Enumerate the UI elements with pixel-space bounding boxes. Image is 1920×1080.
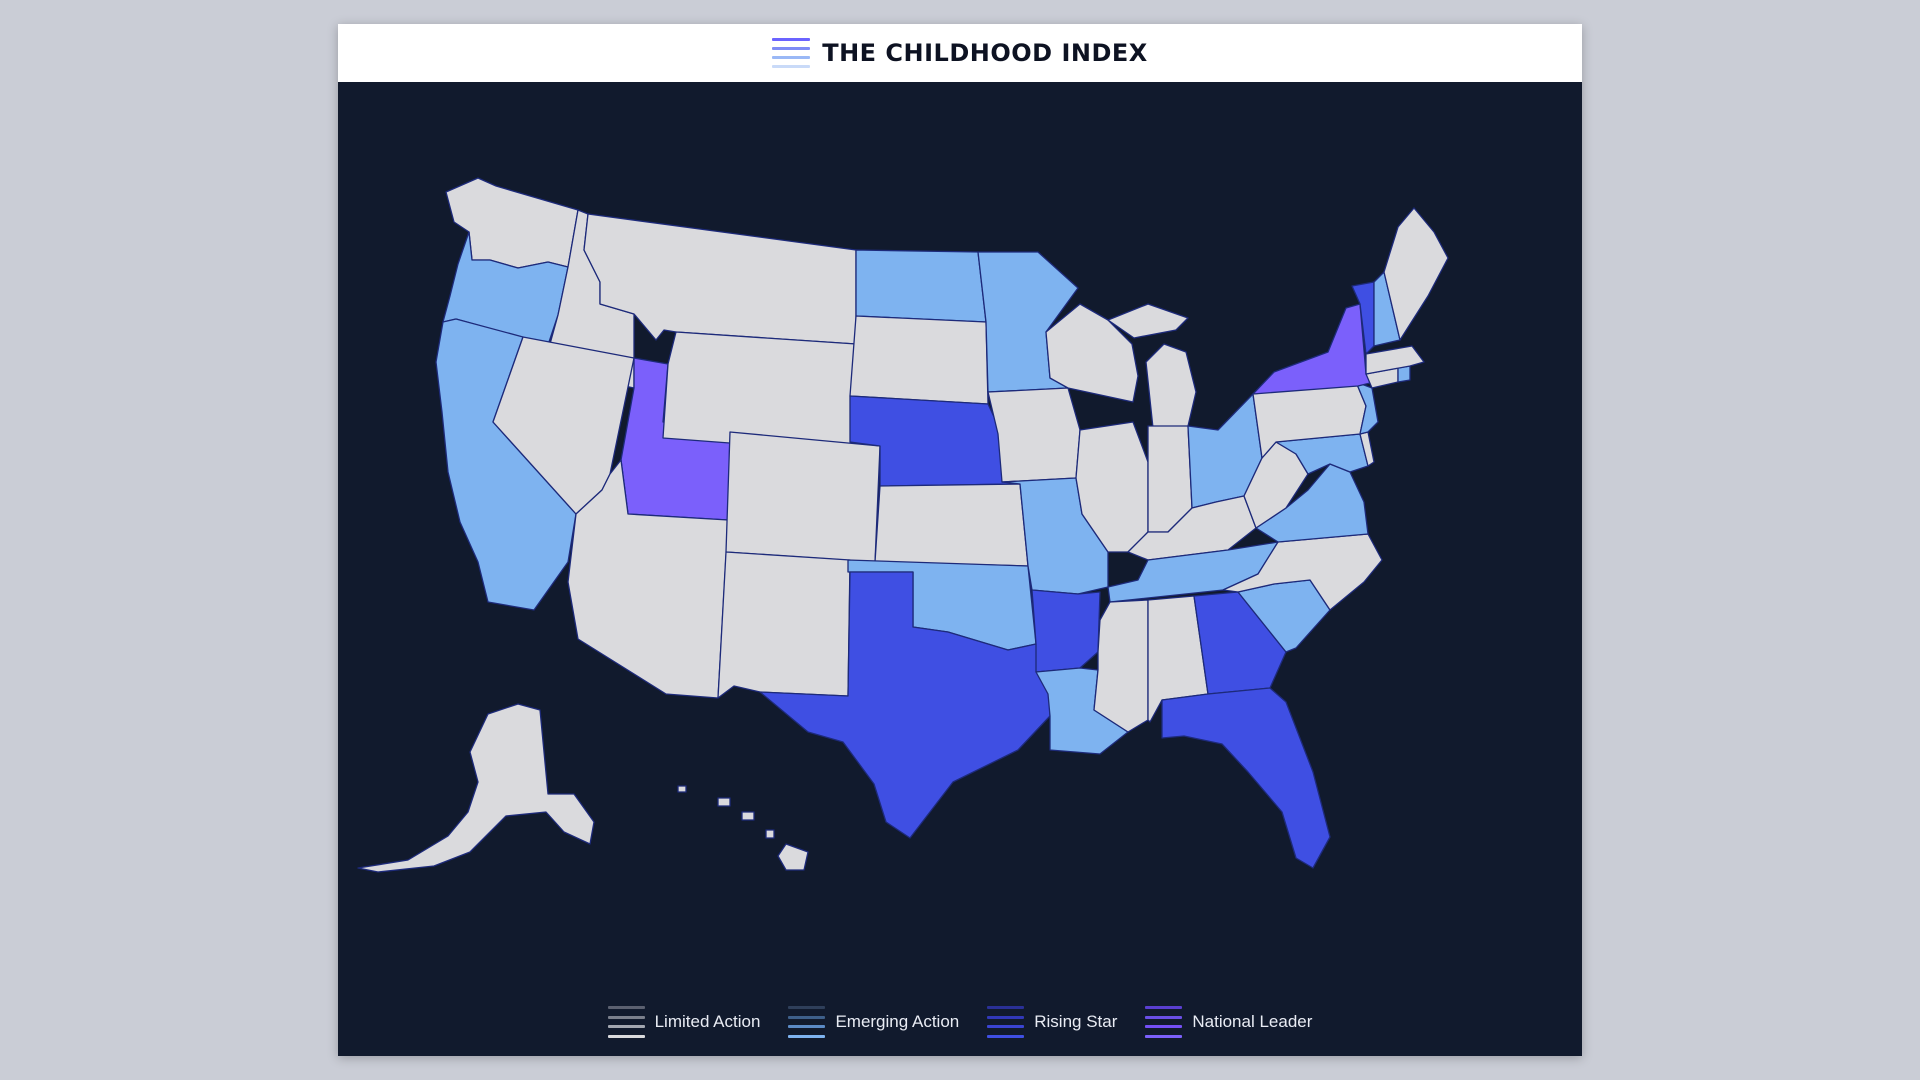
state-maine[interactable] [1383,207,1449,341]
legend-label: National Leader [1192,1012,1313,1031]
us-states-map [357,177,1449,873]
state-north-carolina[interactable] [1222,533,1383,611]
index-logo-icon [772,38,811,68]
state-florida[interactable] [1161,687,1331,869]
state-south-dakota[interactable] [849,315,989,405]
state-new-mexico[interactable] [717,551,851,699]
state-mississippi[interactable] [1093,599,1149,733]
swatch-stripe [1145,1034,1183,1038]
state-colorado[interactable] [725,431,881,563]
state-wyoming[interactable] [662,331,857,453]
swatch-stripe [1145,1025,1183,1029]
swatch-stripe [788,1025,826,1029]
logo-stripe [772,56,811,59]
state-new-york[interactable] [1252,303,1375,395]
state-georgia[interactable] [1193,591,1287,695]
legend-item-emerging-action[interactable]: Emerging Action [788,1006,959,1038]
swatch-stripe [1145,1015,1183,1019]
swatch-stripe [788,1015,826,1019]
state-texas[interactable] [759,571,1051,839]
state-alaska[interactable] [357,703,595,873]
logo-stripe [772,38,811,41]
swatch-stripe [1145,1006,1183,1009]
state-louisiana[interactable] [1035,667,1129,755]
header-bar: THE CHILDHOOD INDEX [338,24,1582,82]
state-massachusetts[interactable] [1365,345,1425,375]
swatch-stripe [987,1034,1025,1038]
swatch-stripe [987,1025,1025,1029]
legend-label: Limited Action [654,1012,761,1031]
legend-item-national-leader[interactable]: National Leader [1145,1006,1312,1038]
swatch-stripe [607,1006,645,1009]
legend-item-limited-action[interactable]: Limited Action [607,1006,761,1038]
swatch-stripe [788,1034,826,1038]
swatch-stripe [607,1025,645,1029]
swatch-stripe [607,1034,645,1038]
state-hawaii[interactable] [677,785,809,871]
state-vermont[interactable] [1351,281,1375,355]
logo-stripe [772,65,811,68]
swatch-stripe [987,1006,1025,1009]
national-leader-swatch-icon [1145,1006,1183,1038]
rising-star-swatch-icon [987,1006,1025,1038]
state-kansas[interactable] [874,483,1029,567]
state-wisconsin[interactable] [1045,303,1139,403]
state-arkansas[interactable] [1031,589,1101,673]
limited-action-swatch-icon [607,1006,645,1038]
legend-item-rising-star[interactable]: Rising Star [987,1006,1117,1038]
state-north-dakota[interactable] [855,249,987,323]
page-title: THE CHILDHOOD INDEX [822,39,1148,67]
state-arizona[interactable] [567,459,729,699]
logo-stripe [772,47,811,50]
swatch-stripe [607,1015,645,1019]
state-iowa[interactable] [987,387,1081,483]
legend-label: Rising Star [1034,1012,1118,1031]
swatch-stripe [788,1006,826,1009]
legend-label: Emerging Action [835,1012,960,1031]
map-card: THE CHILDHOOD INDEX [338,24,1582,1056]
swatch-stripe [987,1015,1025,1019]
map-legend: Limited Action Emerging Action Rising St… [338,1002,1582,1042]
emerging-action-swatch-icon [788,1006,826,1038]
